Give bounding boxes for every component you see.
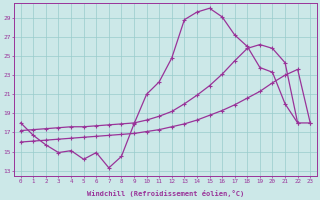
X-axis label: Windchill (Refroidissement éolien,°C): Windchill (Refroidissement éolien,°C) <box>87 190 244 197</box>
